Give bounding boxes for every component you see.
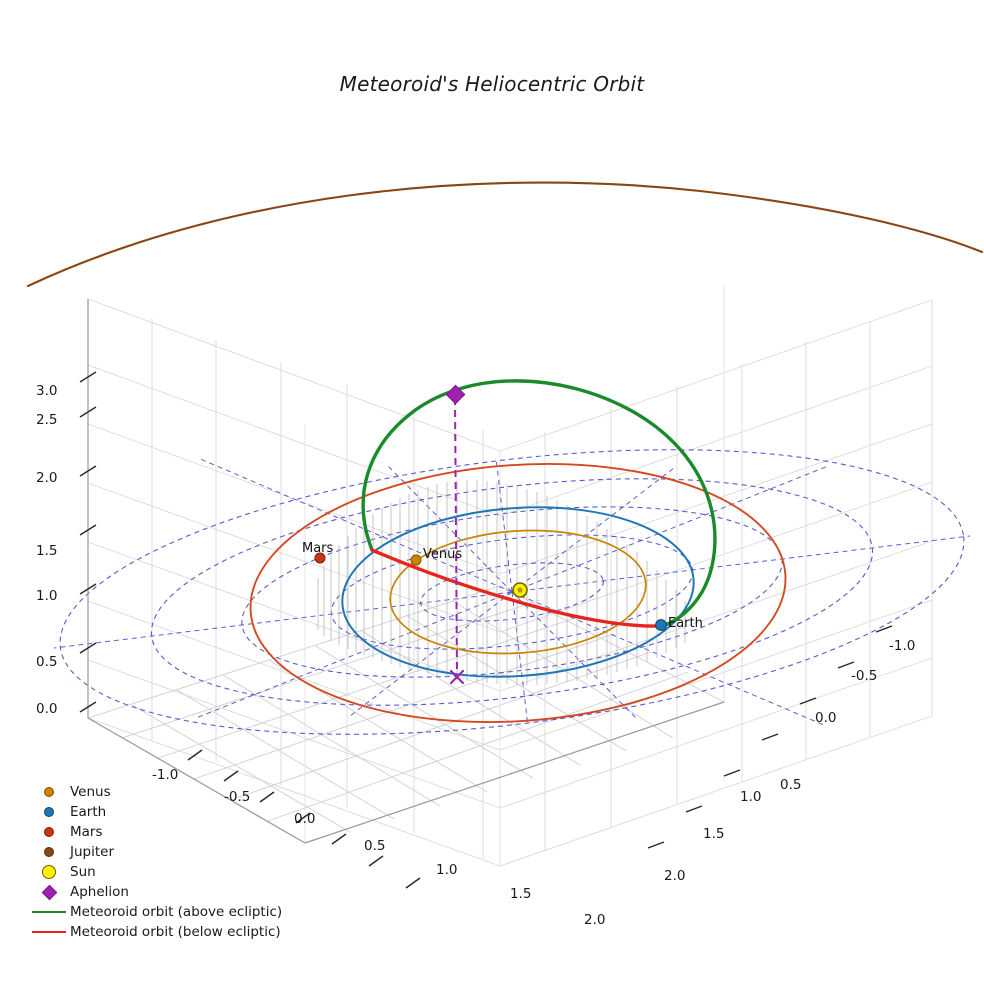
legend-label-aphelion: Aphelion <box>70 884 129 900</box>
x-tick-2: 0.0 <box>294 811 316 827</box>
legend: Venus Earth Mars Jupiter Sun <box>28 782 290 942</box>
z-tick-3: 1.5 <box>36 543 58 559</box>
z-tick-4: 2.0 <box>36 470 58 486</box>
legend-item-sun: Sun <box>28 862 290 882</box>
x-tick-5: 1.5 <box>510 886 532 902</box>
mars-label: Mars <box>302 541 334 556</box>
inner-wall-gridlines <box>87 286 725 866</box>
x-tick-0: -1.0 <box>152 767 179 783</box>
aphelion-projection-x-icon <box>449 669 465 685</box>
mars-orbit-curve <box>249 463 787 723</box>
legend-label-orbit-above: Meteoroid orbit (above ecliptic) <box>70 904 283 920</box>
venus-dot-icon <box>28 787 70 797</box>
earth-label: Earth <box>668 616 703 631</box>
z-tick-5: 2.5 <box>36 412 58 428</box>
earth-dot-icon <box>28 807 70 817</box>
legend-label-venus: Venus <box>70 784 111 800</box>
venus-marker <box>410 554 422 566</box>
aphelion-marker <box>445 384 466 405</box>
meteoroid-orbit-below-ecliptic <box>370 548 662 628</box>
legend-label-jupiter: Jupiter <box>70 844 115 860</box>
y-tick-4: 1.0 <box>740 789 762 805</box>
legend-item-orbit-above: Meteoroid orbit (above ecliptic) <box>28 902 290 922</box>
axis-tick-marks <box>79 371 893 889</box>
green-line-icon <box>28 910 70 914</box>
y-tick-2: 0.0 <box>815 710 837 726</box>
sun-dot-icon <box>28 865 70 879</box>
sun-marker <box>512 582 528 598</box>
venus-orbit-curve <box>389 529 647 655</box>
y-tick-3: 0.5 <box>780 777 802 793</box>
z-tick-2: 1.0 <box>36 588 58 604</box>
z-tick-0: 0.0 <box>36 701 58 717</box>
jupiter-orbit-curve <box>26 181 984 288</box>
y-tick-5: 1.5 <box>703 826 725 842</box>
x-tick-4: 1.0 <box>436 862 458 878</box>
y-tick-6: 2.0 <box>664 868 686 884</box>
earth-orbit-curve <box>341 506 695 678</box>
meteoroid-orbit-above-ecliptic <box>361 379 717 628</box>
legend-item-aphelion: Aphelion <box>28 882 290 902</box>
mars-dot-icon <box>28 827 70 837</box>
z-tick-6: 3.0 <box>36 383 58 399</box>
axis-spines <box>87 299 725 844</box>
y-tick-1: -0.5 <box>851 668 878 684</box>
legend-label-earth: Earth <box>70 804 107 820</box>
legend-item-jupiter: Jupiter <box>28 842 290 862</box>
pane-gridlines-back <box>87 298 501 867</box>
y-tick-0: -1.0 <box>889 638 916 654</box>
legend-label-sun: Sun <box>70 864 96 880</box>
mars-marker <box>314 552 326 564</box>
legend-item-mars: Mars <box>28 822 290 842</box>
legend-label-mars: Mars <box>70 824 103 840</box>
orbit-stem-lines <box>317 480 686 685</box>
legend-label-orbit-below: Meteoroid orbit (below ecliptic) <box>70 924 281 940</box>
aphelion-dropline <box>454 397 458 673</box>
legend-item-earth: Earth <box>28 802 290 822</box>
red-line-icon <box>28 930 70 934</box>
x-tick-3: 0.5 <box>364 838 386 854</box>
earth-marker <box>655 619 667 631</box>
jupiter-dot-icon <box>28 847 70 857</box>
legend-item-orbit-below: Meteoroid orbit (below ecliptic) <box>28 922 290 942</box>
page-title: Meteoroid's Heliocentric Orbit <box>339 72 645 96</box>
venus-label: Venus <box>423 547 463 562</box>
legend-item-venus: Venus <box>28 782 290 802</box>
ecliptic-radial-spokes <box>53 457 971 727</box>
x-tick-1: -0.5 <box>224 789 251 805</box>
x-tick-6: 2.0 <box>584 912 606 928</box>
z-tick-1: 0.5 <box>36 654 58 670</box>
aphelion-diamond-icon <box>28 884 70 900</box>
